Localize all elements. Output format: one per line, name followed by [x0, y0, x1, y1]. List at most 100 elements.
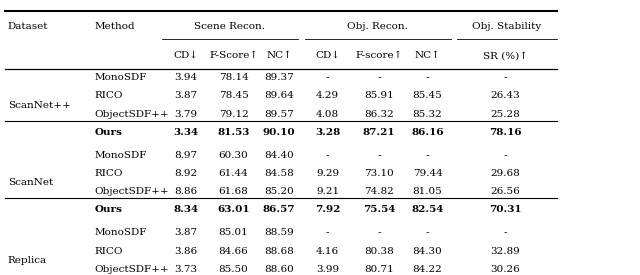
Text: 7.92: 7.92 [315, 205, 340, 214]
Text: 8.92: 8.92 [174, 169, 197, 178]
Text: 3.94: 3.94 [174, 73, 197, 82]
Text: MonoSDF: MonoSDF [95, 151, 147, 160]
Text: NC↑: NC↑ [266, 51, 292, 60]
Text: -: - [504, 73, 508, 82]
Text: 88.59: 88.59 [264, 229, 294, 237]
Text: Obj. Stability: Obj. Stability [472, 22, 541, 31]
Text: 80.38: 80.38 [364, 247, 394, 255]
Text: 78.14: 78.14 [219, 73, 248, 82]
Text: ObjectSDF++: ObjectSDF++ [95, 110, 170, 119]
Text: 81.53: 81.53 [218, 128, 250, 137]
Text: 88.68: 88.68 [264, 247, 294, 255]
Text: Ours: Ours [95, 128, 123, 137]
Text: 84.22: 84.22 [413, 265, 442, 274]
Text: 30.26: 30.26 [491, 265, 520, 274]
Text: 3.79: 3.79 [174, 110, 197, 119]
Text: RICO: RICO [95, 247, 124, 255]
Text: ObjectSDF++: ObjectSDF++ [95, 187, 170, 196]
Text: 70.31: 70.31 [490, 205, 522, 214]
Text: -: - [377, 229, 381, 237]
Text: Dataset: Dataset [8, 22, 48, 31]
Text: -: - [326, 229, 330, 237]
Text: 89.64: 89.64 [264, 92, 294, 100]
Text: 75.54: 75.54 [363, 205, 395, 214]
Text: 85.50: 85.50 [219, 265, 248, 274]
Text: F-score↑: F-score↑ [355, 51, 403, 60]
Text: 26.56: 26.56 [491, 187, 520, 196]
Text: 9.21: 9.21 [316, 187, 339, 196]
Text: 8.86: 8.86 [174, 187, 197, 196]
Text: 60.30: 60.30 [219, 151, 248, 160]
Text: 78.16: 78.16 [490, 128, 522, 137]
Text: 3.73: 3.73 [174, 265, 197, 274]
Text: 26.43: 26.43 [491, 92, 520, 100]
Text: 61.68: 61.68 [219, 187, 248, 196]
Text: 85.01: 85.01 [219, 229, 248, 237]
Text: 3.28: 3.28 [315, 128, 340, 137]
Text: 90.10: 90.10 [263, 128, 295, 137]
Text: 84.40: 84.40 [264, 151, 294, 160]
Text: 86.16: 86.16 [412, 128, 444, 137]
Text: Method: Method [95, 22, 135, 31]
Text: 88.60: 88.60 [264, 265, 294, 274]
Text: 84.30: 84.30 [413, 247, 442, 255]
Text: 78.45: 78.45 [219, 92, 248, 100]
Text: ScanNet++: ScanNet++ [8, 101, 70, 109]
Text: -: - [377, 151, 381, 160]
Text: 9.29: 9.29 [316, 169, 339, 178]
Text: F-Score↑: F-Score↑ [209, 51, 258, 60]
Text: 89.57: 89.57 [264, 110, 294, 119]
Text: -: - [426, 73, 429, 82]
Text: -: - [377, 73, 381, 82]
Text: 87.21: 87.21 [363, 128, 395, 137]
Text: 82.54: 82.54 [412, 205, 444, 214]
Text: 3.99: 3.99 [316, 265, 339, 274]
Text: 85.20: 85.20 [264, 187, 294, 196]
Text: -: - [426, 151, 429, 160]
Text: 63.01: 63.01 [218, 205, 250, 214]
Text: 3.87: 3.87 [174, 229, 197, 237]
Text: NC↑: NC↑ [415, 51, 440, 60]
Text: 4.16: 4.16 [316, 247, 339, 255]
Text: SR (%)↑: SR (%)↑ [483, 51, 528, 60]
Text: 4.08: 4.08 [316, 110, 339, 119]
Text: RICO: RICO [95, 92, 124, 100]
Text: 80.71: 80.71 [364, 265, 394, 274]
Text: ObjectSDF++: ObjectSDF++ [95, 265, 170, 274]
Text: 3.86: 3.86 [174, 247, 197, 255]
Text: 86.57: 86.57 [263, 205, 295, 214]
Text: -: - [326, 151, 330, 160]
Text: 79.12: 79.12 [219, 110, 248, 119]
Text: 8.34: 8.34 [173, 205, 198, 214]
Text: MonoSDF: MonoSDF [95, 73, 147, 82]
Text: 3.87: 3.87 [174, 92, 197, 100]
Text: 25.28: 25.28 [491, 110, 520, 119]
Text: 85.32: 85.32 [413, 110, 442, 119]
Text: CD↓: CD↓ [173, 51, 198, 60]
Text: 84.66: 84.66 [219, 247, 248, 255]
Text: 61.44: 61.44 [219, 169, 248, 178]
Text: Ours: Ours [95, 205, 123, 214]
Text: -: - [426, 229, 429, 237]
Text: 81.05: 81.05 [413, 187, 442, 196]
Text: 79.44: 79.44 [413, 169, 442, 178]
Text: 89.37: 89.37 [264, 73, 294, 82]
Text: 85.91: 85.91 [364, 92, 394, 100]
Text: 8.97: 8.97 [174, 151, 197, 160]
Text: 29.68: 29.68 [491, 169, 520, 178]
Text: CD↓: CD↓ [315, 51, 340, 60]
Text: RICO: RICO [95, 169, 124, 178]
Text: MonoSDF: MonoSDF [95, 229, 147, 237]
Text: Replica: Replica [8, 256, 47, 265]
Text: 74.82: 74.82 [364, 187, 394, 196]
Text: Scene Recon.: Scene Recon. [195, 22, 265, 31]
Text: 32.89: 32.89 [491, 247, 520, 255]
Text: ScanNet: ScanNet [8, 178, 53, 187]
Text: 86.32: 86.32 [364, 110, 394, 119]
Text: 73.10: 73.10 [364, 169, 394, 178]
Text: -: - [326, 73, 330, 82]
Text: Obj. Recon.: Obj. Recon. [347, 22, 408, 31]
Text: 84.58: 84.58 [264, 169, 294, 178]
Text: 3.34: 3.34 [173, 128, 198, 137]
Text: -: - [504, 229, 508, 237]
